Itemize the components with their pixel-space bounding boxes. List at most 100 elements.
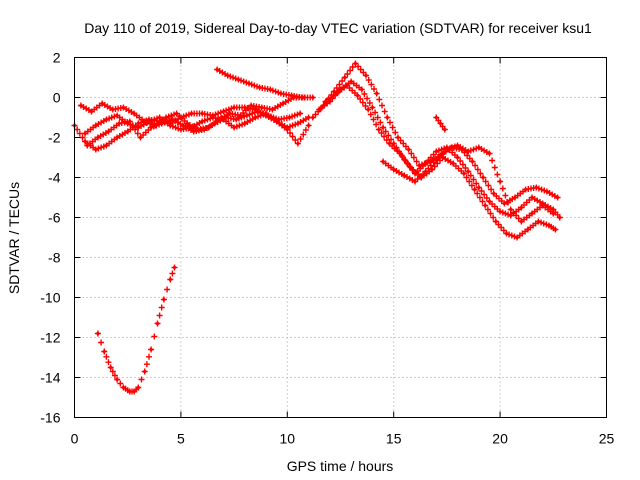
data-point <box>424 161 428 166</box>
plus-markers <box>322 82 559 241</box>
data-point <box>255 109 260 114</box>
plus-markers <box>94 264 178 395</box>
data-point <box>413 179 417 184</box>
data-point <box>202 127 206 132</box>
data-point <box>477 145 481 150</box>
data-point <box>455 155 460 160</box>
series-track-6 <box>309 60 561 207</box>
y-tick-label: -6 <box>48 210 61 226</box>
data-point <box>296 141 300 146</box>
data-point <box>104 143 109 148</box>
data-point <box>443 127 447 132</box>
data-point <box>370 105 375 110</box>
data-point <box>181 123 185 128</box>
data-point <box>162 297 166 302</box>
x-tick-label: 5 <box>177 431 185 447</box>
data-point <box>402 173 406 178</box>
data-point <box>115 377 119 382</box>
data-point <box>172 265 177 270</box>
y-tick-label: -2 <box>48 130 61 146</box>
data-point <box>306 123 311 128</box>
grid <box>74 57 607 418</box>
data-point <box>300 95 304 100</box>
data-point <box>136 125 140 130</box>
data-point <box>445 147 449 152</box>
series-track-4 <box>84 108 304 149</box>
data-point <box>392 167 396 172</box>
data-point <box>498 179 502 184</box>
data-point <box>104 117 109 122</box>
data-point <box>472 187 477 192</box>
data-point <box>89 109 94 114</box>
series-track-11 <box>94 264 178 395</box>
data-point <box>149 125 153 130</box>
data-point <box>287 115 292 120</box>
series-track-7 <box>316 78 563 221</box>
data-point <box>243 121 247 126</box>
data-point <box>328 99 332 104</box>
y-tick-label: -14 <box>40 370 60 386</box>
data-point <box>558 215 562 220</box>
data-point <box>155 321 160 326</box>
data-point <box>232 125 236 130</box>
data-point <box>551 211 555 216</box>
data-point <box>483 203 487 208</box>
data-point <box>115 113 119 118</box>
data-point <box>487 151 492 156</box>
data-point <box>96 331 100 336</box>
data-point <box>345 83 349 88</box>
series-track-5 <box>214 66 316 101</box>
y-tick-label: -12 <box>40 330 60 346</box>
data-point <box>279 91 283 96</box>
data-point <box>128 389 132 394</box>
plus-markers <box>309 60 561 207</box>
data-point <box>245 113 249 118</box>
data-point <box>277 117 281 122</box>
data-point <box>247 81 251 86</box>
data-point <box>147 119 151 124</box>
data-point <box>530 211 534 216</box>
data-point <box>455 143 460 148</box>
data-point <box>281 101 285 106</box>
data-point <box>364 73 368 78</box>
y-tick-label: 2 <box>53 50 61 66</box>
x-tick-label: 25 <box>599 431 615 447</box>
x-axis: 0 5 10 15 20 25 <box>71 57 615 447</box>
data-point <box>121 105 126 110</box>
y-tick-label: -4 <box>48 170 61 186</box>
data-point <box>249 103 253 108</box>
y-axis: -16 -14 -12 -10 -8 -6 -4 -2 0 2 <box>40 50 607 426</box>
data-point <box>553 227 558 232</box>
data-point <box>513 195 517 200</box>
x-tick-label: 15 <box>386 431 402 447</box>
data-point <box>349 79 353 84</box>
data-point <box>534 185 538 190</box>
data-point <box>311 95 315 100</box>
data-point <box>285 127 289 132</box>
data-point <box>102 349 106 354</box>
data-point <box>451 161 455 166</box>
x-tick-label: 10 <box>280 431 296 447</box>
data-point <box>498 209 502 214</box>
data-point <box>200 119 204 124</box>
data-point <box>381 125 385 130</box>
data-point <box>132 111 136 116</box>
series-track-10 <box>433 114 448 133</box>
data-point <box>434 149 438 154</box>
data-point <box>494 219 498 224</box>
data-point <box>158 115 162 120</box>
data-point <box>83 131 87 136</box>
data-point <box>509 207 513 212</box>
data-point <box>353 61 357 66</box>
data-point <box>179 127 183 132</box>
data-point <box>317 107 321 112</box>
data-point <box>477 185 481 190</box>
data-point <box>551 207 555 212</box>
y-tick-label: -16 <box>40 410 60 426</box>
data-point <box>466 169 470 174</box>
y-tick-label: -8 <box>48 250 61 266</box>
data-point <box>126 129 130 134</box>
data-point <box>524 187 528 192</box>
data-point <box>470 159 475 164</box>
data-point <box>377 127 381 132</box>
